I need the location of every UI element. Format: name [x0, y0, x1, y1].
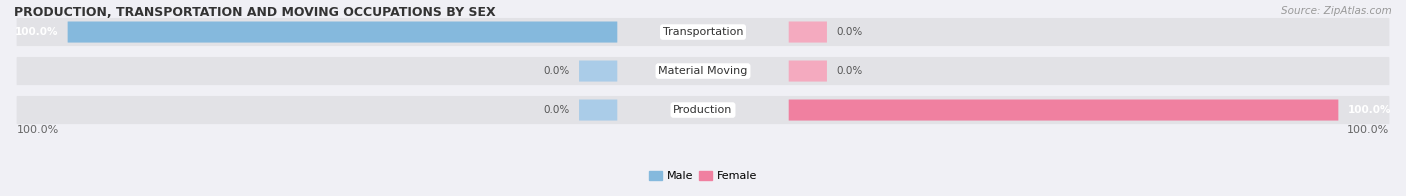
- Text: Source: ZipAtlas.com: Source: ZipAtlas.com: [1281, 6, 1392, 16]
- Text: 100.0%: 100.0%: [1348, 105, 1392, 115]
- Legend: Male, Female: Male, Female: [644, 166, 762, 186]
- Text: 0.0%: 0.0%: [543, 105, 569, 115]
- FancyBboxPatch shape: [579, 61, 617, 82]
- Text: 100.0%: 100.0%: [14, 27, 58, 37]
- Text: 0.0%: 0.0%: [837, 27, 863, 37]
- Text: 100.0%: 100.0%: [17, 125, 59, 135]
- Text: 100.0%: 100.0%: [1347, 125, 1389, 135]
- FancyBboxPatch shape: [17, 57, 1389, 85]
- FancyBboxPatch shape: [789, 22, 827, 43]
- FancyBboxPatch shape: [17, 96, 1389, 124]
- FancyBboxPatch shape: [17, 18, 1389, 46]
- FancyBboxPatch shape: [789, 61, 827, 82]
- FancyBboxPatch shape: [789, 100, 1339, 121]
- Text: Material Moving: Material Moving: [658, 66, 748, 76]
- Text: Production: Production: [673, 105, 733, 115]
- Text: PRODUCTION, TRANSPORTATION AND MOVING OCCUPATIONS BY SEX: PRODUCTION, TRANSPORTATION AND MOVING OC…: [14, 6, 496, 19]
- Text: 0.0%: 0.0%: [837, 66, 863, 76]
- FancyBboxPatch shape: [67, 22, 617, 43]
- FancyBboxPatch shape: [579, 100, 617, 121]
- Text: Transportation: Transportation: [662, 27, 744, 37]
- Text: 0.0%: 0.0%: [543, 66, 569, 76]
